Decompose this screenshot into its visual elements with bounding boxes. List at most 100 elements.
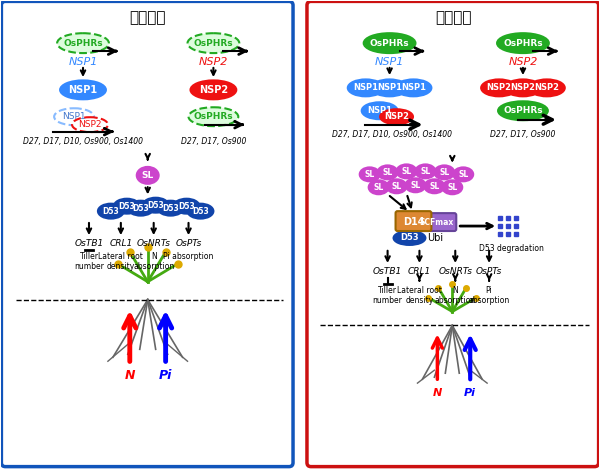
Text: D14: D14 [403, 217, 424, 227]
Text: Pi absorption: Pi absorption [163, 252, 214, 261]
Ellipse shape [453, 167, 473, 181]
Text: OsPHRs: OsPHRs [194, 112, 233, 121]
Ellipse shape [72, 117, 108, 132]
Text: OsPTs: OsPTs [476, 267, 502, 276]
Text: NSP1: NSP1 [68, 57, 98, 67]
Text: NSP1: NSP1 [401, 83, 426, 93]
Text: NSP2: NSP2 [199, 85, 228, 95]
Ellipse shape [60, 80, 106, 99]
Text: NSP1: NSP1 [68, 85, 98, 95]
Text: D27, D17, Os900: D27, D17, Os900 [490, 130, 556, 139]
Text: SL: SL [391, 182, 401, 191]
Ellipse shape [360, 167, 380, 181]
Text: SCFmax: SCFmax [419, 218, 454, 227]
Text: NSP2: NSP2 [508, 57, 538, 67]
Text: N: N [125, 369, 135, 382]
Text: SL: SL [420, 167, 431, 176]
Ellipse shape [137, 167, 158, 184]
FancyBboxPatch shape [1, 1, 293, 467]
Ellipse shape [143, 198, 169, 212]
Ellipse shape [377, 165, 398, 180]
Ellipse shape [529, 79, 565, 96]
Text: D27, D17, Os900: D27, D17, Os900 [181, 137, 246, 146]
Text: NSP2: NSP2 [199, 57, 228, 67]
Text: Pi: Pi [159, 369, 172, 382]
Text: D53 degradation: D53 degradation [479, 244, 544, 253]
Ellipse shape [368, 180, 389, 194]
Text: 高磷环境: 高磷环境 [130, 10, 166, 25]
Text: SL: SL [410, 181, 421, 190]
Text: OsTB1: OsTB1 [74, 239, 104, 248]
Ellipse shape [497, 33, 549, 53]
Text: D53: D53 [178, 202, 195, 211]
Ellipse shape [98, 204, 124, 219]
Text: CRL1: CRL1 [109, 239, 133, 248]
Text: Pi: Pi [464, 388, 476, 398]
Ellipse shape [371, 79, 407, 96]
Text: Tiller
number: Tiller number [74, 252, 104, 271]
Text: SL: SL [439, 168, 449, 177]
Text: D27, D17, D10, Os900, Os1400: D27, D17, D10, Os900, Os1400 [332, 130, 452, 139]
Text: 低磷环境: 低磷环境 [435, 10, 472, 25]
Text: NSP1: NSP1 [62, 112, 86, 121]
Ellipse shape [348, 79, 383, 96]
Ellipse shape [394, 231, 425, 245]
Text: D53: D53 [192, 207, 209, 216]
FancyBboxPatch shape [416, 213, 456, 231]
Ellipse shape [386, 180, 407, 193]
Text: NSP2: NSP2 [535, 83, 559, 93]
Ellipse shape [128, 201, 154, 216]
Text: OsPHRs: OsPHRs [503, 39, 543, 47]
Text: OsPHRs: OsPHRs [194, 39, 233, 47]
Ellipse shape [191, 80, 236, 99]
Text: SL: SL [429, 182, 439, 191]
Ellipse shape [188, 33, 239, 53]
Text: OsPHRs: OsPHRs [63, 39, 103, 47]
Text: NSP2: NSP2 [487, 83, 512, 93]
Text: Ubi: Ubi [427, 233, 443, 243]
Ellipse shape [188, 204, 214, 219]
Text: NSP2: NSP2 [78, 120, 102, 129]
Ellipse shape [415, 164, 436, 178]
Text: D53: D53 [400, 234, 419, 243]
Ellipse shape [57, 33, 109, 53]
Text: SL: SL [382, 168, 393, 177]
Ellipse shape [114, 199, 140, 214]
Ellipse shape [54, 108, 94, 125]
Text: OsNRTs: OsNRTs [137, 239, 170, 248]
Ellipse shape [442, 180, 462, 194]
Text: NSP1: NSP1 [367, 106, 392, 115]
Text: N: N [433, 388, 442, 398]
Text: NSP1: NSP1 [353, 83, 378, 93]
Ellipse shape [424, 180, 445, 193]
Ellipse shape [364, 33, 415, 53]
Text: D53: D53 [133, 204, 149, 212]
Text: OsNRTs: OsNRTs [438, 267, 472, 276]
Text: SL: SL [142, 171, 154, 180]
Text: NSP1: NSP1 [375, 57, 404, 67]
Text: CRL1: CRL1 [408, 267, 431, 276]
Text: SL: SL [447, 183, 457, 192]
Text: Lateral root
density: Lateral root density [397, 286, 442, 305]
FancyBboxPatch shape [395, 211, 431, 231]
Ellipse shape [380, 109, 413, 124]
Ellipse shape [158, 201, 184, 216]
Text: SL: SL [458, 170, 469, 179]
Text: OsTB1: OsTB1 [373, 267, 402, 276]
Ellipse shape [173, 199, 199, 214]
Text: OsPHRs: OsPHRs [503, 106, 543, 115]
Ellipse shape [188, 107, 238, 126]
Ellipse shape [395, 79, 431, 96]
Text: D53: D53 [118, 202, 135, 211]
Ellipse shape [505, 79, 541, 96]
Text: OsPTs: OsPTs [175, 239, 202, 248]
Text: NSP2: NSP2 [384, 112, 409, 121]
Text: OsPHRs: OsPHRs [370, 39, 409, 47]
Ellipse shape [481, 79, 517, 96]
FancyBboxPatch shape [307, 1, 599, 467]
Text: N
absorption: N absorption [133, 252, 175, 271]
Text: N
absorption: N absorption [434, 286, 476, 305]
Text: SL: SL [365, 170, 375, 179]
Text: NSP2: NSP2 [511, 83, 535, 93]
Text: D27, D17, D10, Os900, Os1400: D27, D17, D10, Os900, Os1400 [23, 137, 143, 146]
